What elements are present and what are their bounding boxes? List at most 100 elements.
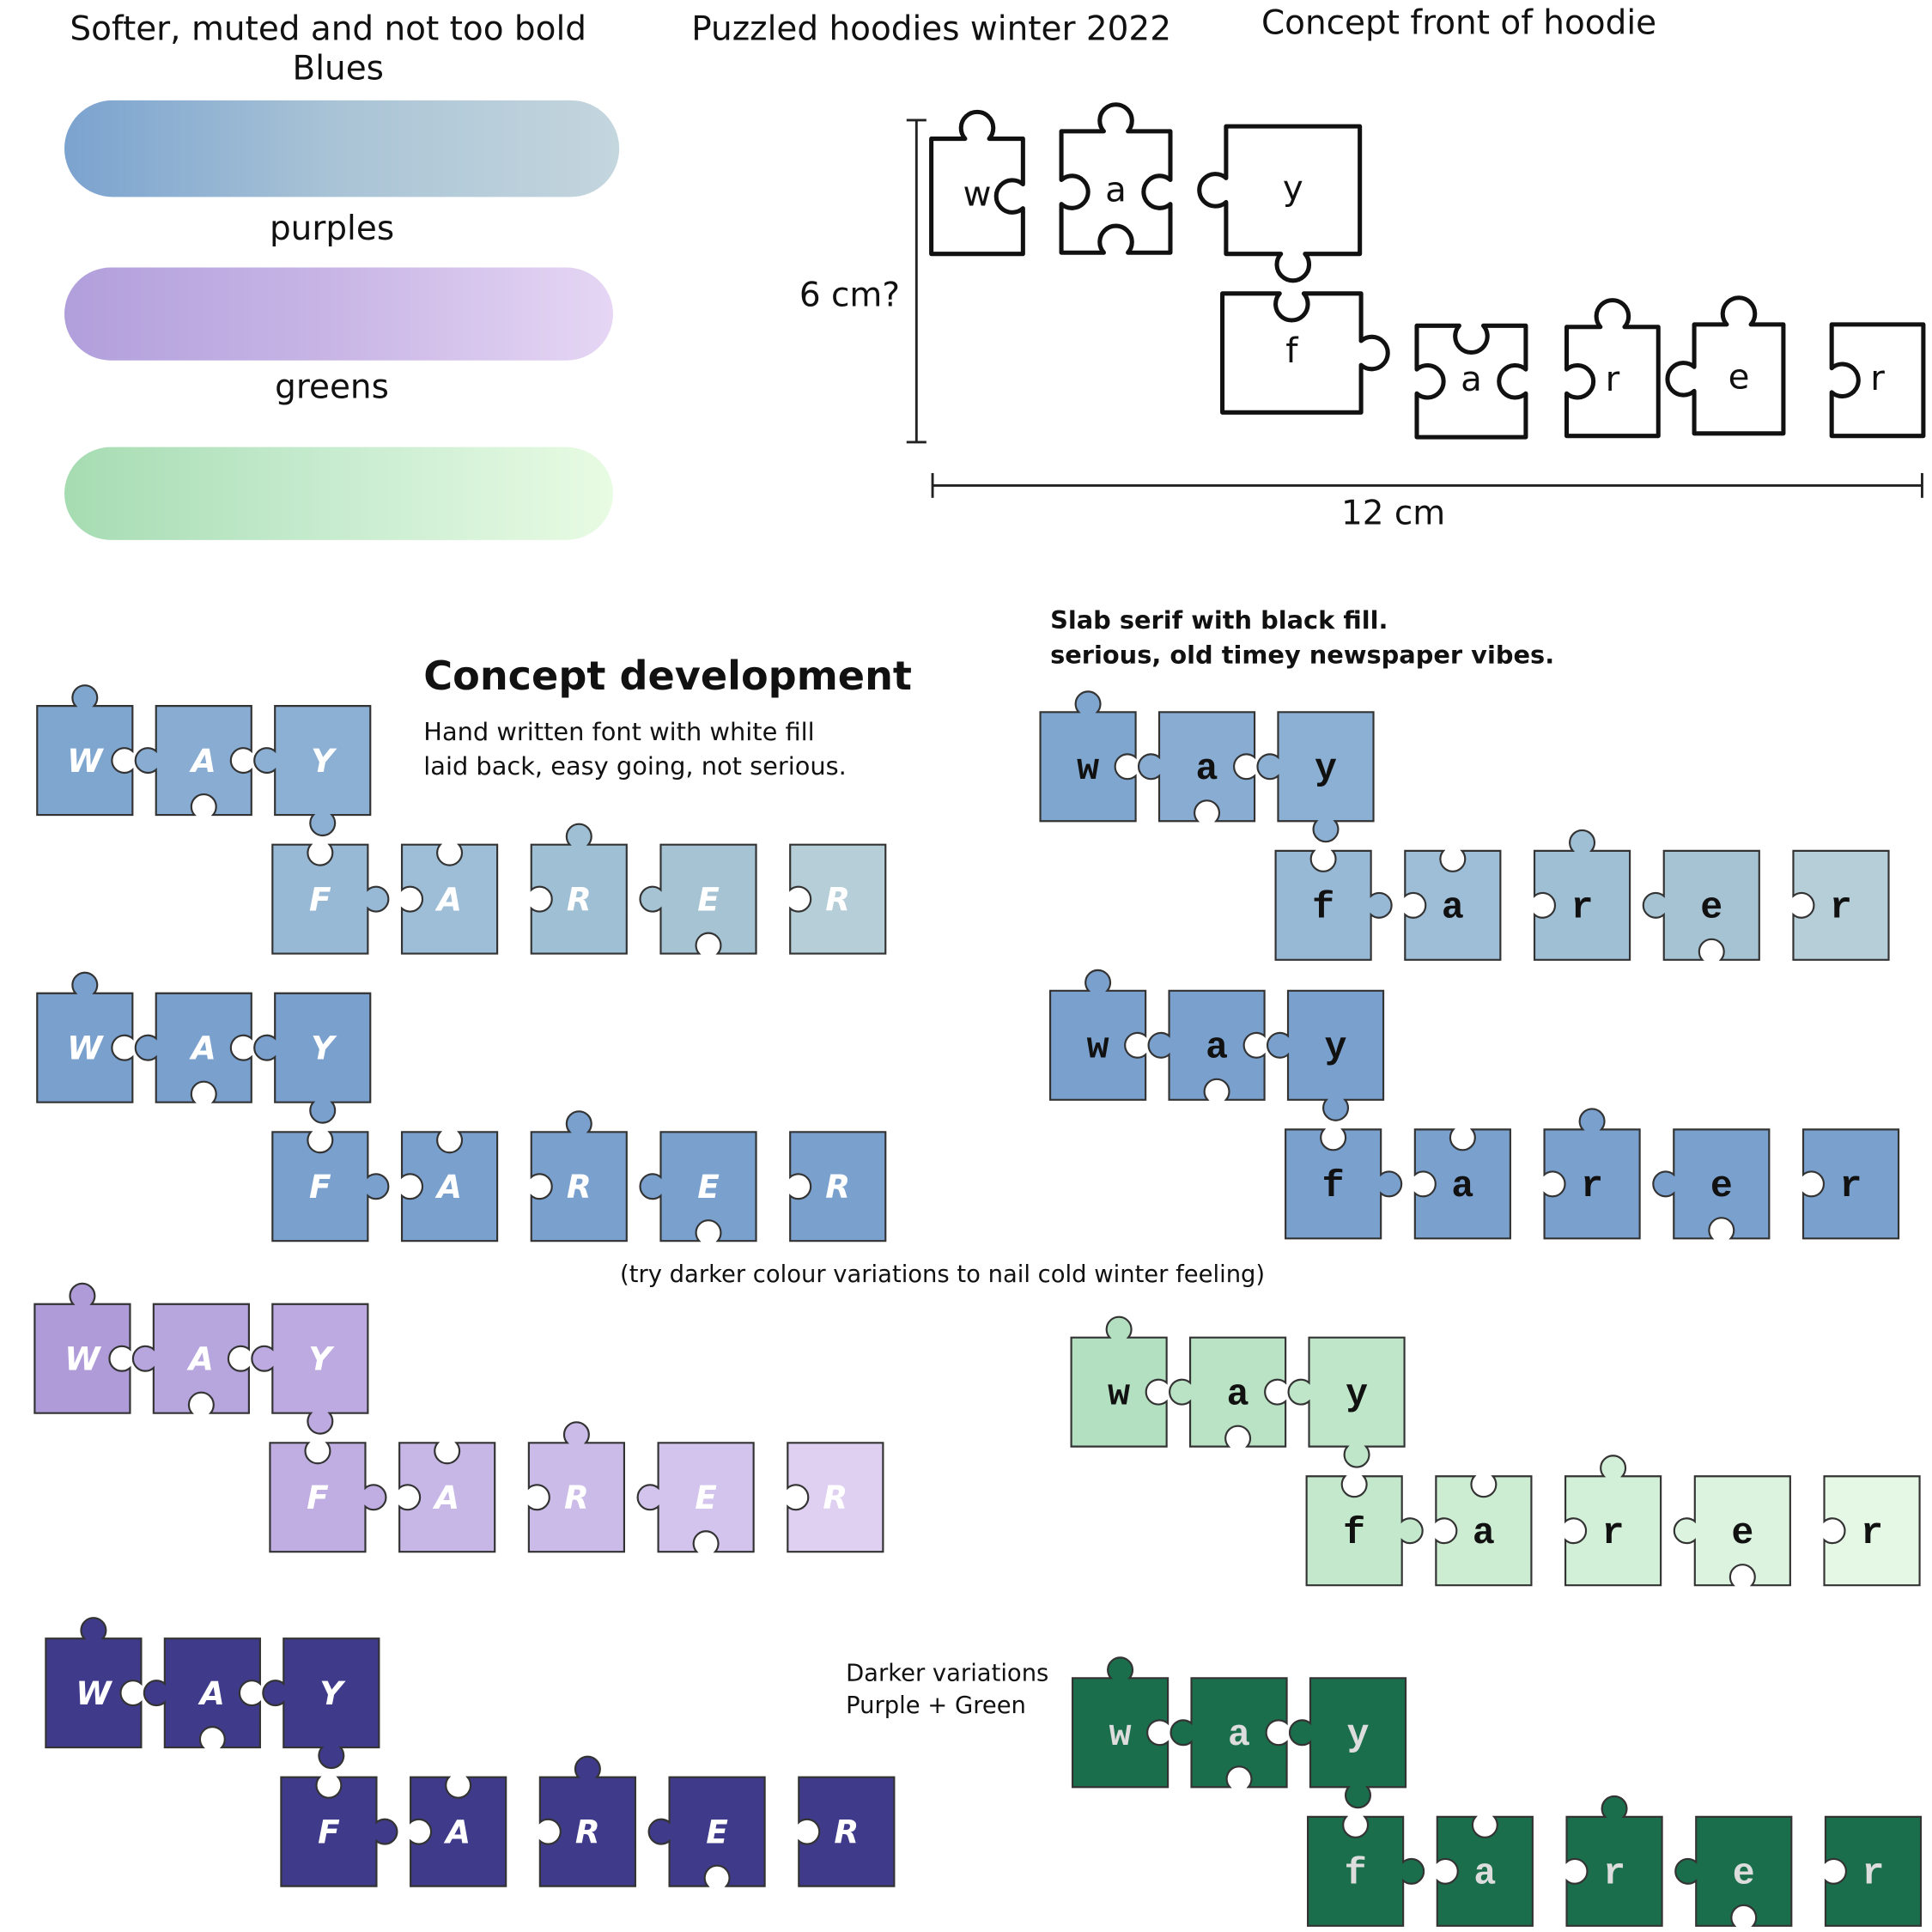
puzzle-letter: R xyxy=(567,881,592,919)
puzzle-piece xyxy=(398,1442,496,1553)
darker-label: Purple + Green xyxy=(846,1692,1026,1719)
puzzle-piece xyxy=(1071,1656,1170,1789)
puzzle-letter: w xyxy=(1087,1027,1109,1069)
puzzle-piece xyxy=(45,1617,143,1749)
puzzle-letter: Y xyxy=(311,742,337,780)
puzzle-piece xyxy=(134,992,252,1103)
puzzle-letter: F xyxy=(318,1814,340,1851)
puzzle-piece xyxy=(1138,711,1256,823)
puzzle-letter: r xyxy=(1571,887,1594,929)
puzzle-letter: r xyxy=(1862,1853,1885,1895)
puzzle-letter: a xyxy=(1206,1027,1228,1069)
puzzle-letter: A xyxy=(434,1168,462,1206)
puzzle-piece xyxy=(400,1131,499,1242)
puzzle-letter: F xyxy=(307,1479,329,1516)
puzzle-piece xyxy=(36,971,134,1103)
puzzle-piece xyxy=(527,1421,626,1553)
puzzle-letter: r xyxy=(1602,1512,1625,1554)
puzzle-outline xyxy=(1414,323,1528,440)
puzzle-letter: a xyxy=(1461,359,1482,399)
puzzle-piece xyxy=(131,1303,250,1414)
puzzle-letter: R xyxy=(825,881,850,919)
puzzle-piece xyxy=(1801,1128,1900,1240)
puzzle-letter: E xyxy=(695,1479,717,1516)
puzzle-letter: E xyxy=(697,1168,720,1206)
puzzle-piece xyxy=(262,1637,380,1770)
puzzle-piece xyxy=(1039,690,1137,823)
puzzle-piece xyxy=(1674,1815,1793,1927)
puzzle-piece xyxy=(787,1442,884,1553)
puzzle-piece xyxy=(1564,1455,1662,1587)
development-title: Concept development xyxy=(423,653,912,699)
puzzle-letter: A xyxy=(189,1030,216,1067)
puzzle-letter: a xyxy=(1228,1714,1250,1756)
hand-note: Hand written font with white fill xyxy=(423,717,814,746)
puzzle-letter: a xyxy=(1105,170,1127,210)
main-title: Puzzled hoodies winter 2022 xyxy=(691,10,1171,49)
puzzle-letter: R xyxy=(564,1479,589,1516)
puzzle-piece xyxy=(134,705,252,817)
puzzle-letter: F xyxy=(309,881,331,919)
puzzle-piece xyxy=(1792,849,1890,961)
puzzle-letter: f xyxy=(1322,1165,1345,1207)
darker-label: Darker variations xyxy=(846,1660,1048,1686)
puzzle-piece xyxy=(1436,1815,1534,1927)
hand-note: laid back, easy going, not serious. xyxy=(423,751,847,781)
puzzle-letter: a xyxy=(1473,1512,1495,1554)
puzzle-piece xyxy=(1673,1475,1791,1587)
puzzle-letter: w xyxy=(1109,1714,1132,1756)
puzzle-piece xyxy=(33,1282,131,1414)
puzzle-piece xyxy=(1170,1677,1288,1789)
puzzle-letter: a xyxy=(1227,1373,1249,1415)
puzzle-piece xyxy=(1533,829,1631,961)
puzzle-piece xyxy=(36,684,134,817)
puzzle-piece xyxy=(1306,1815,1425,1927)
puzzle-letter: Y xyxy=(319,1674,346,1712)
puzzle-piece xyxy=(1642,849,1760,961)
puzzle-letter: R xyxy=(567,1168,592,1206)
puzzle-piece xyxy=(1652,1128,1771,1240)
puzzle-letter: E xyxy=(697,881,720,919)
puzzle-letter: w xyxy=(1077,748,1099,790)
swatch-label: greens xyxy=(275,368,389,406)
width-label: 12 cm xyxy=(1341,495,1445,533)
puzzle-letter: w xyxy=(963,174,991,215)
puzzle-letter: w xyxy=(1108,1373,1130,1415)
puzzle-piece xyxy=(251,1303,369,1435)
puzzle-letter: y xyxy=(1315,748,1337,790)
puzzle-letter: F xyxy=(309,1168,331,1206)
puzzle-outline xyxy=(1829,322,1926,439)
puzzle-letter: A xyxy=(189,742,216,780)
puzzle-piece xyxy=(253,992,372,1124)
puzzle-letter: r xyxy=(1606,359,1620,399)
puzzle-letter: R xyxy=(575,1814,600,1851)
puzzle-letter: f xyxy=(1312,887,1334,929)
puzzle-piece xyxy=(1565,1795,1663,1927)
puzzle-piece xyxy=(271,843,390,955)
puzzle-letter: A xyxy=(197,1674,225,1712)
puzzle-letter: a xyxy=(1473,1853,1496,1895)
puzzle-letter: r xyxy=(1581,1165,1603,1207)
puzzle-letter: y xyxy=(1325,1027,1347,1069)
puzzle-piece xyxy=(1305,1475,1424,1587)
swatch xyxy=(64,100,620,197)
swatch-label: Blues xyxy=(293,50,384,88)
puzzle-piece xyxy=(400,843,499,955)
swatch-label: purples xyxy=(270,210,394,248)
puzzle-letter: A xyxy=(434,881,462,919)
puzzle-piece xyxy=(1147,989,1266,1101)
puzzle-letter: A xyxy=(432,1479,459,1516)
puzzle-letter: e xyxy=(1700,887,1722,929)
puzzle-letter: A xyxy=(443,1814,471,1851)
puzzle-letter: W xyxy=(67,1030,104,1067)
puzzle-letter: R xyxy=(825,1168,850,1206)
puzzle-piece xyxy=(1267,989,1385,1121)
puzzle-letter: y xyxy=(1347,1714,1370,1756)
puzzle-letter: a xyxy=(1196,748,1218,790)
puzzle-piece xyxy=(269,1442,387,1553)
puzzle-letter: f xyxy=(1345,1853,1367,1895)
puzzle-piece xyxy=(1289,1677,1407,1809)
puzzle-letter: e xyxy=(1728,356,1750,397)
puzzle-letter: e xyxy=(1733,1853,1755,1895)
